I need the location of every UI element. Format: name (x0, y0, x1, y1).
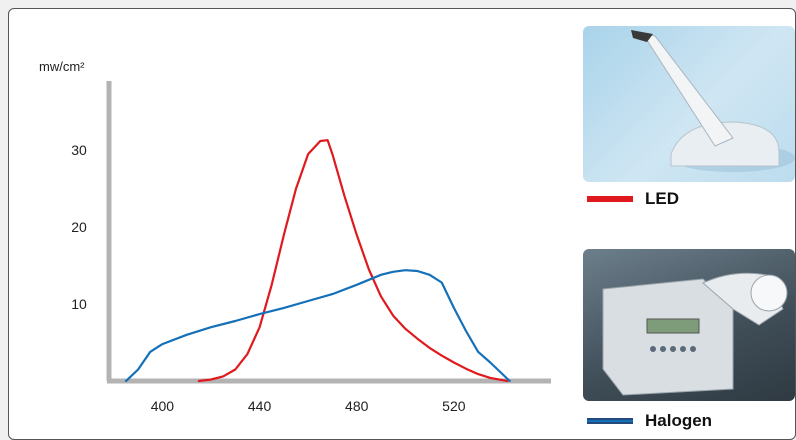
spectrum-chart: 10 20 30 400 440 480 520 mw/cm² (39, 59, 551, 414)
halogen-swatch (587, 418, 633, 424)
led-curing-light-photo (583, 26, 795, 182)
y-tick-label: 30 (71, 142, 87, 158)
tick-labels: 10 20 30 400 440 480 520 (71, 142, 466, 414)
led-legend-label: LED (645, 189, 679, 208)
x-tick-label: 480 (345, 398, 369, 414)
chart-panel: 10 20 30 400 440 480 520 mw/cm² LED Halogen (8, 8, 796, 440)
led-swatch (587, 196, 633, 202)
chart-axes (106, 81, 551, 384)
x-tick-label: 440 (248, 398, 272, 414)
chart-series (124, 139, 511, 383)
legend-led: LED (587, 189, 679, 209)
y-tick-label: 10 (71, 296, 87, 312)
series-line-halogen (124, 269, 511, 383)
halogen-curing-unit-photo (583, 249, 795, 401)
halogen-legend-label: Halogen (645, 411, 713, 430)
series-line-led (197, 139, 509, 383)
x-tick-label: 400 (151, 398, 175, 414)
y-tick-label: 20 (71, 219, 87, 235)
y-axis-label: mw/cm² (39, 59, 85, 74)
legend-halogen: Halogen (587, 411, 712, 431)
x-tick-label: 520 (442, 398, 466, 414)
